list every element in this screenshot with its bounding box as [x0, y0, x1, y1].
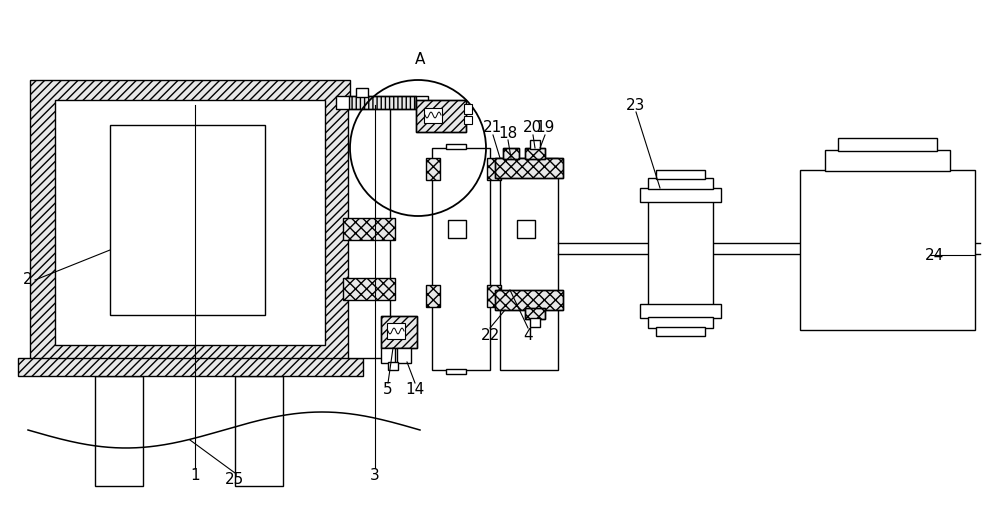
Bar: [656, 170, 705, 179]
Bar: [500, 158, 558, 370]
Bar: [495, 290, 563, 310]
Bar: [495, 158, 563, 178]
Bar: [525, 308, 545, 319]
Text: 4: 4: [523, 327, 533, 342]
Bar: [426, 285, 440, 307]
Bar: [348, 96, 416, 109]
Bar: [448, 220, 466, 238]
Text: 21: 21: [483, 120, 503, 136]
Bar: [416, 100, 466, 132]
Bar: [530, 318, 540, 327]
Bar: [95, 376, 143, 486]
Bar: [446, 369, 466, 374]
Bar: [525, 308, 545, 319]
Bar: [640, 304, 721, 318]
Text: 23: 23: [626, 98, 646, 113]
Text: A: A: [415, 52, 425, 67]
Bar: [18, 358, 363, 376]
Bar: [387, 323, 405, 339]
Text: 5: 5: [383, 382, 393, 397]
Bar: [656, 327, 705, 336]
Bar: [648, 178, 713, 189]
Bar: [432, 148, 490, 370]
Bar: [356, 88, 368, 97]
Bar: [446, 144, 466, 149]
Bar: [503, 148, 519, 159]
Bar: [648, 317, 713, 328]
Text: 1: 1: [190, 468, 200, 483]
Bar: [343, 278, 395, 300]
Bar: [30, 80, 350, 365]
Text: 25: 25: [225, 472, 245, 487]
Bar: [343, 218, 395, 240]
Text: 2: 2: [23, 272, 33, 287]
Bar: [800, 170, 975, 330]
Bar: [424, 108, 442, 123]
Bar: [235, 376, 283, 486]
Bar: [416, 96, 428, 109]
Bar: [648, 195, 713, 305]
Bar: [381, 316, 417, 348]
Bar: [495, 158, 563, 178]
Text: 19: 19: [535, 120, 555, 136]
Text: 3: 3: [370, 468, 380, 483]
Bar: [55, 100, 325, 345]
Bar: [503, 148, 519, 159]
Bar: [487, 285, 501, 307]
Bar: [838, 138, 937, 151]
Bar: [397, 348, 411, 363]
Bar: [487, 158, 501, 180]
Bar: [495, 290, 563, 310]
Bar: [640, 188, 721, 202]
Bar: [381, 316, 417, 348]
Bar: [110, 125, 265, 315]
Text: 20: 20: [523, 120, 543, 136]
Text: 14: 14: [405, 382, 425, 397]
Bar: [348, 100, 390, 358]
Bar: [416, 100, 466, 132]
Bar: [464, 116, 472, 124]
Text: 18: 18: [498, 125, 518, 140]
Text: 22: 22: [480, 327, 500, 342]
Bar: [426, 158, 440, 180]
Bar: [348, 96, 416, 109]
Bar: [525, 148, 545, 159]
Text: 24: 24: [925, 248, 945, 263]
Bar: [388, 362, 398, 370]
Bar: [464, 104, 472, 114]
Bar: [336, 96, 349, 109]
Bar: [525, 148, 545, 159]
Bar: [517, 220, 535, 238]
Bar: [530, 140, 540, 149]
Bar: [825, 150, 950, 171]
Bar: [381, 348, 395, 363]
